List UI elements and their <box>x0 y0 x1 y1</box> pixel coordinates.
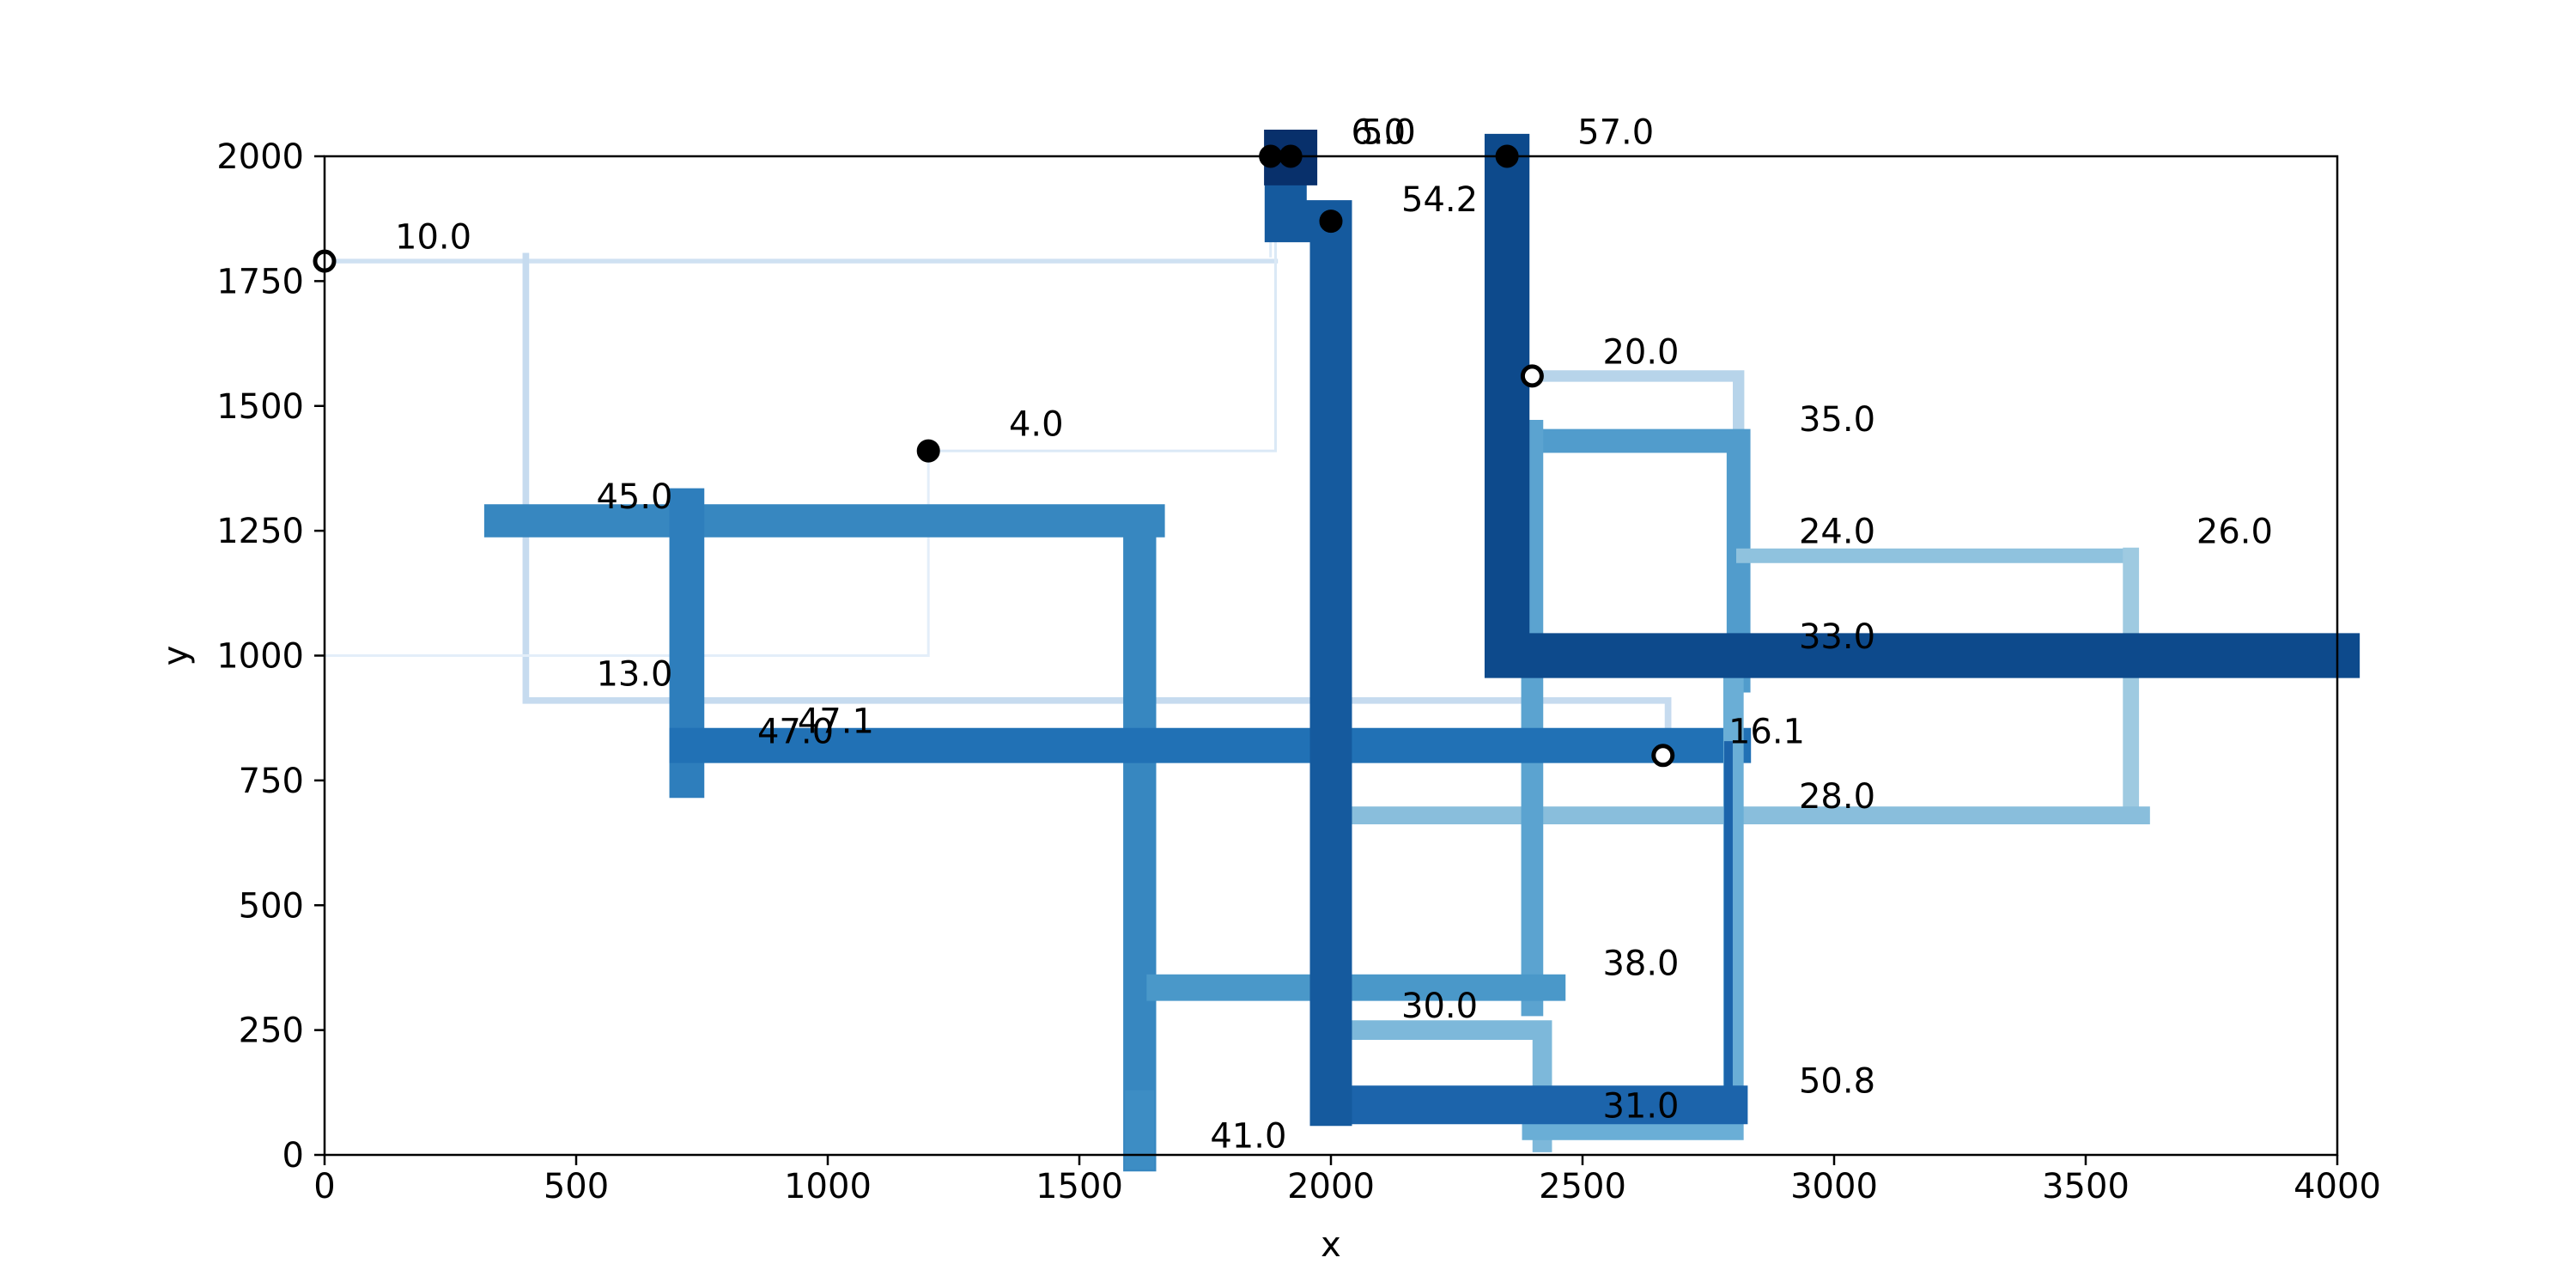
y-tick-label: 1000 <box>216 637 304 677</box>
terminal-node <box>1651 744 1675 768</box>
data-label: 31.0 <box>1602 1086 1679 1126</box>
data-label: 38.0 <box>1602 945 1679 984</box>
y-tick-label: 1250 <box>216 512 304 551</box>
x-tick-label: 2000 <box>1287 1167 1375 1206</box>
y-tick-label: 0 <box>283 1136 304 1176</box>
data-label: 20.0 <box>1602 332 1679 372</box>
y-tick-label: 1750 <box>216 262 304 301</box>
terminal-node <box>916 439 940 463</box>
data-label: 16.1 <box>1728 712 1805 751</box>
data-label: 50.8 <box>1799 1061 1875 1101</box>
x-tick-label: 4000 <box>2293 1167 2381 1206</box>
y-axis-ticks: 0 250 500 750 1000 1250 1500 1750 2000 <box>216 137 325 1176</box>
data-label: 28.0 <box>1799 777 1875 817</box>
data-label: 30.0 <box>1401 987 1478 1026</box>
y-tick-label: 250 <box>239 1012 304 1051</box>
data-label: 57.0 <box>1577 112 1654 152</box>
data-label: 10.0 <box>395 218 471 258</box>
y-tick-label: 750 <box>239 762 304 801</box>
terminal-node <box>1520 364 1544 388</box>
data-label: 47.0 <box>757 712 834 751</box>
route-31.0 <box>1522 645 1744 1140</box>
data-labels-layer: 10.0 4.0 6.05.0 54.2 57.0 20.0 35.0 45.0 24.0 26.… <box>395 112 2273 1156</box>
x-tick-label: 500 <box>544 1167 609 1206</box>
data-label: 4.0 <box>1009 405 1064 445</box>
data-label: 33.0 <box>1799 617 1875 657</box>
y-tick-label: 500 <box>239 886 304 926</box>
routes-layer <box>322 130 2360 1172</box>
y-tick-label: 2000 <box>216 137 304 177</box>
route-45.0 <box>483 504 1165 1172</box>
route-35.0 <box>1520 428 1751 693</box>
data-label: 13.0 <box>596 654 672 694</box>
data-label: 35.0 <box>1799 400 1875 440</box>
x-axis-label: x <box>1321 1225 1341 1265</box>
x-tick-label: 1000 <box>784 1167 872 1206</box>
route-57.0 <box>1484 133 2360 678</box>
data-label: 26.0 <box>2196 513 2273 552</box>
data-label: 6.0 <box>1351 112 1406 152</box>
y-tick-label: 1500 <box>216 387 304 427</box>
data-label: 54.2 <box>1401 180 1478 220</box>
data-label: 47.1 <box>798 702 874 742</box>
y-axis-label: y <box>156 646 196 666</box>
data-label: 24.0 <box>1799 513 1875 552</box>
x-tick-label: 2500 <box>1539 1167 1626 1206</box>
data-label: 5.0 <box>1361 112 1416 152</box>
route-4.0 <box>927 155 1277 453</box>
x-tick-label: 1500 <box>1036 1167 1123 1206</box>
data-label: 41.0 <box>1210 1116 1286 1156</box>
x-tick-label: 0 <box>313 1167 335 1206</box>
x-axis-ticks: 0 500 1000 1500 2000 2500 3000 3500 4000 <box>313 1155 2381 1206</box>
route-54.2 <box>1264 135 1352 1127</box>
x-tick-label: 3500 <box>2042 1167 2129 1206</box>
x-tick-label: 3000 <box>1790 1167 1878 1206</box>
data-label: 45.0 <box>596 477 672 517</box>
terminal-node <box>1319 210 1343 234</box>
